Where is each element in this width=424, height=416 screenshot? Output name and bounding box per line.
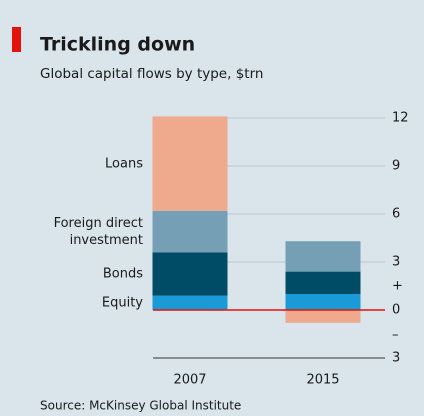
bar-segment	[152, 210, 228, 253]
y-tick-label: 3	[392, 351, 400, 366]
bar-segment	[285, 241, 361, 272]
y-tick-label: 0	[392, 303, 400, 318]
y-tick-label: 9	[392, 159, 400, 174]
brand-mark	[12, 27, 21, 52]
series-label: Loans	[105, 156, 143, 172]
source: Source: McKinsey Global Institute	[40, 399, 241, 413]
bar-segment	[152, 116, 228, 211]
y-tick-label: 6	[392, 207, 400, 222]
minus-sign: –	[392, 328, 399, 343]
plus-sign: +	[392, 279, 403, 294]
x-tick-label: 2015	[306, 373, 339, 388]
series-label: Foreign direct investment	[53, 215, 143, 248]
bar-segment	[285, 310, 361, 323]
y-tick-label: 12	[392, 111, 409, 126]
chart-subtitle: Global capital flows by type, $trn	[40, 66, 263, 82]
series-label: Bonds	[102, 266, 143, 282]
bar-segment	[285, 294, 361, 310]
bar-segment	[285, 271, 361, 294]
chart-title: Trickling down	[40, 34, 195, 56]
y-tick-label: 3	[392, 255, 400, 270]
series-label: Equity	[101, 295, 143, 311]
bar-segment	[152, 252, 228, 296]
x-tick-label: 2007	[173, 373, 206, 388]
bar-segment	[152, 295, 228, 310]
